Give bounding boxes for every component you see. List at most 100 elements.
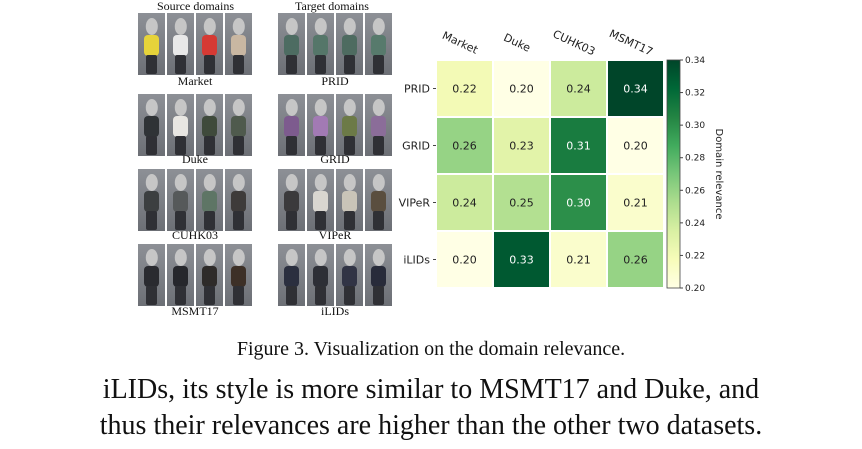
source-domains-header: Source domains [157,0,234,13]
person-torso [172,35,189,57]
person-thumbnail [336,13,363,75]
heatmap-value-label: 0.22 [452,83,477,96]
heatmap-cell [437,61,492,116]
person-thumbnail [225,244,252,306]
body-text-line-1: iLIDs, its style is more similar to MSMT… [102,374,760,405]
blurred-face [232,17,245,36]
person-torso [370,266,387,288]
blurred-face [174,17,187,36]
colorbar-tick-label: 0.34 [685,56,705,66]
blurred-face [145,17,158,36]
person-legs [232,55,245,74]
colorbar-tick-label: 0.22 [685,251,705,261]
blurred-face [285,248,298,267]
person-torso [341,35,358,57]
heatmap-cell [437,118,492,173]
person-legs [314,286,327,305]
person-torso [370,116,387,138]
person-legs [174,55,187,74]
source-image-strip-market [138,13,252,75]
person-legs [203,136,216,155]
person-thumbnail [307,169,334,231]
person-thumbnail [167,244,194,306]
person-torso [312,35,329,57]
person-thumbnail [167,13,194,75]
colorbar [666,59,681,289]
person-thumbnail [138,169,165,231]
person-torso [341,116,358,138]
heatmap-value-label: 0.20 [623,140,648,153]
person-legs [203,55,216,74]
person-legs [145,136,158,155]
colorbar-tick-label: 0.24 [685,219,705,229]
target-image-strip-prid [278,13,392,75]
blurred-face [285,17,298,36]
person-torso [201,191,218,213]
person-thumbnail [225,94,252,156]
target-domains-header: Target domains [295,0,369,13]
person-legs [174,136,187,155]
body-text-line-2: thus their relevances are higher than th… [99,410,763,441]
source-label-duke: Duke [182,152,208,166]
heatmap-value-label: 0.21 [623,197,648,210]
person-legs [145,55,158,74]
source-image-strip-duke [138,94,252,156]
person-legs [145,211,158,230]
person-thumbnail [278,244,305,306]
person-thumbnail [307,244,334,306]
person-torso [230,116,247,138]
blurred-face [232,98,245,117]
blurred-face [372,173,385,192]
heatmap-value-label: 0.20 [509,83,534,96]
person-thumbnail [196,13,223,75]
target-label-grid: GRID [320,152,350,166]
person-legs [232,286,245,305]
heatmap-cell [494,61,549,116]
heatmap-value-label: 0.25 [509,197,534,210]
heatmap-value-label: 0.24 [452,197,477,210]
blurred-face [285,173,298,192]
person-torso [143,116,160,138]
blurred-face [145,248,158,267]
person-thumbnail [196,169,223,231]
person-thumbnail [138,94,165,156]
blurred-face [232,173,245,192]
blurred-face [174,173,187,192]
person-thumbnail [167,169,194,231]
x-axis-label: MSMT17 [607,27,655,59]
person-torso [283,191,300,213]
person-thumbnail [307,13,334,75]
blurred-face [343,248,356,267]
heatmap-cell [608,61,663,116]
y-axis-label: iLIDs [403,254,430,267]
person-torso [370,191,387,213]
colorbar-tick-label: 0.20 [685,284,705,294]
target-image-strip-ilids [278,244,392,306]
person-legs [145,286,158,305]
blurred-face [372,98,385,117]
person-legs [203,211,216,230]
target-image-strip-grid [278,94,392,156]
blurred-face [203,17,216,36]
person-legs [232,136,245,155]
x-axis-label: Market [440,29,480,57]
person-thumbnail [167,94,194,156]
person-torso [312,266,329,288]
person-thumbnail [336,244,363,306]
heatmap-cell [437,175,492,230]
heatmap-cell [551,232,606,287]
person-thumbnail [196,94,223,156]
person-legs [343,286,356,305]
heatmap-cell [494,232,549,287]
blurred-face [314,173,327,192]
person-legs [232,211,245,230]
heatmap-cell [494,175,549,230]
person-thumbnail [196,244,223,306]
heatmap-value-label: 0.31 [566,140,591,153]
heatmap-cell [608,232,663,287]
person-legs [174,286,187,305]
blurred-face [372,248,385,267]
target-image-strip-viper [278,169,392,231]
blurred-face [203,248,216,267]
blurred-face [203,98,216,117]
